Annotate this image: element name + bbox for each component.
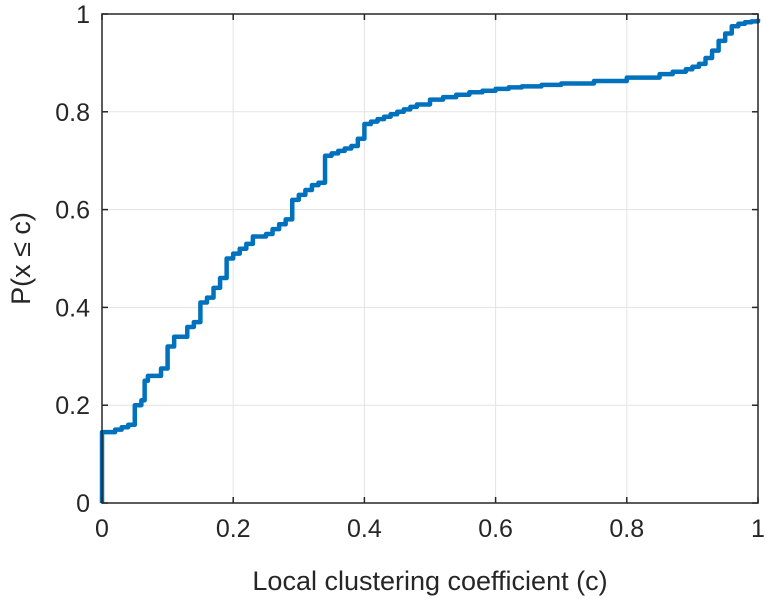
y-tick-label: 0 [76, 490, 90, 518]
y-axis-label: P(x ≤ c) [6, 212, 36, 305]
x-tick-label: 0.6 [478, 515, 513, 543]
y-tick-label: 0.2 [55, 392, 90, 420]
ticks: 0 0.2 0.4 0.6 0.8 1 0 0.2 0.4 0.6 0.8 1 [55, 1, 765, 543]
y-tick-label: 0.6 [55, 197, 90, 225]
series-layer [99, 18, 761, 503]
x-tick-label: 1 [751, 515, 765, 543]
x-axis-label: Local clustering coefficient (c) [252, 566, 607, 596]
y-tick-label: 0.4 [55, 294, 90, 322]
y-tick-label: 0.8 [55, 99, 90, 127]
x-tick-label: 0.8 [609, 515, 644, 543]
x-tick-label: 0.4 [347, 515, 382, 543]
x-tick-label: 0 [95, 515, 109, 543]
series-line-cdf [99, 18, 761, 503]
grid [101, 13, 759, 504]
plot-area-frame [101, 13, 759, 504]
y-tick-label: 1 [76, 1, 90, 29]
x-tick-label: 0.2 [216, 515, 251, 543]
